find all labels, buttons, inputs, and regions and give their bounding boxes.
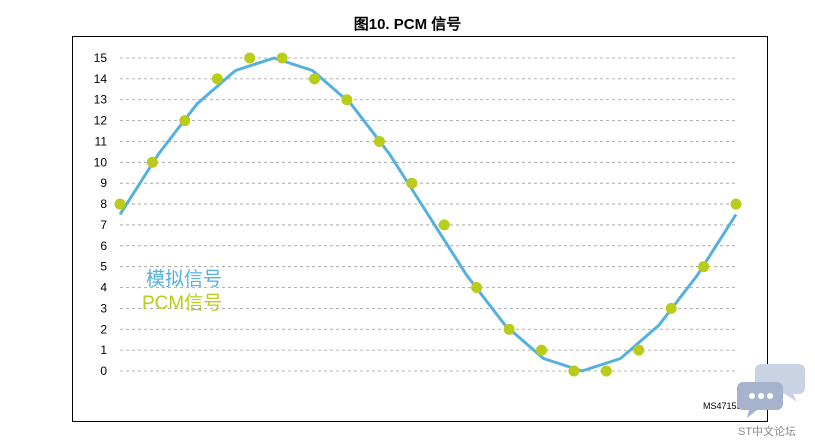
analog-series [118, 56, 738, 373]
legend-pcm: PCM信号 [142, 293, 223, 314]
pcm-point [665, 302, 677, 314]
y-tick-label: 15 [94, 51, 108, 65]
figure-id: MS47155V1 [703, 401, 753, 411]
y-tick-label: 6 [100, 239, 107, 253]
pcm-point [730, 198, 742, 210]
pcm-point [633, 344, 645, 356]
pcm-series [114, 52, 742, 377]
pcm-point [309, 73, 320, 85]
pcm-point [179, 115, 191, 127]
legend-analog: 模拟信号 [146, 269, 223, 290]
y-tick-label: 9 [100, 176, 107, 190]
y-tick-label: 10 [94, 155, 108, 169]
y-tick-label: 1 [100, 343, 107, 357]
pcm-point [568, 365, 580, 377]
y-tick-label: 4 [100, 281, 107, 295]
y-tick-label: 0 [100, 364, 107, 378]
pcm-point [698, 261, 710, 273]
y-tick-label: 14 [94, 72, 108, 86]
y-tick-label: 11 [95, 134, 108, 148]
pcm-point [114, 198, 126, 210]
y-tick-label: 2 [100, 322, 107, 336]
pcm-point [503, 323, 515, 335]
y-tick-label: 7 [100, 218, 107, 232]
pcm-point [536, 344, 547, 356]
pcm-point [471, 282, 483, 293]
y-tick-label: 8 [100, 197, 107, 211]
pcm-point [438, 219, 450, 231]
pcm-point [276, 52, 288, 64]
y-tick-label: 12 [94, 114, 108, 128]
pcm-point [341, 94, 353, 106]
chart-frame [72, 36, 768, 422]
pcm-point [373, 136, 385, 147]
y-tick-label: 3 [100, 301, 107, 315]
pcm-point [146, 156, 158, 168]
pcm-point [244, 52, 256, 64]
pcm-point [600, 365, 612, 377]
pcm-point [211, 73, 223, 85]
chat-bubbles-icon [737, 364, 805, 418]
y-tick-label: 5 [100, 260, 107, 274]
y-tick-label: 13 [94, 93, 108, 107]
pcm-point [406, 177, 418, 189]
analog-signal-line [118, 56, 738, 373]
chart-title: 图10. PCM 信号 [353, 16, 462, 33]
watermark-text: ST中文论坛 [738, 426, 797, 438]
